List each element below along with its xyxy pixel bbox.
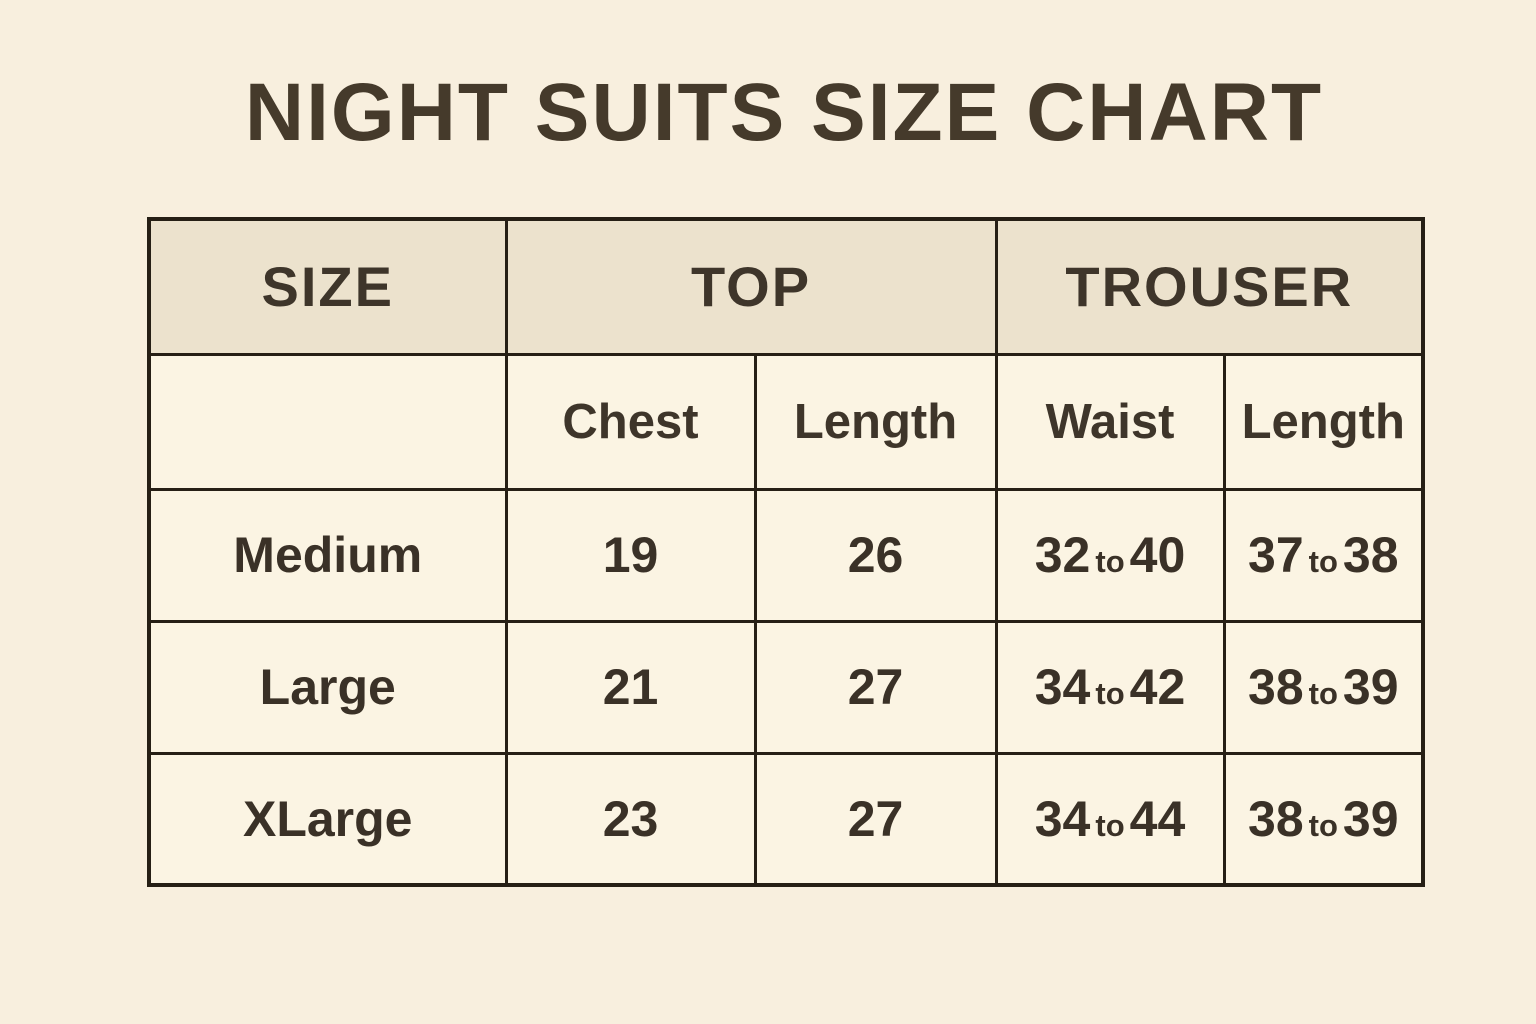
cell-size-label: Medium	[147, 487, 508, 623]
cell-trouser-length: 38 to 39	[1222, 751, 1425, 887]
table-row-xlarge: XLarge 23 27 34 to 44 38 to 39	[147, 751, 1425, 887]
range-separator: to	[1308, 676, 1338, 711]
range-to-value: 38	[1342, 527, 1399, 583]
range-separator: to	[1095, 676, 1125, 711]
cell-size-label: Large	[147, 619, 508, 755]
cell-top-chest: 21	[504, 619, 757, 755]
table-subheader-row: Chest Length Waist Length	[147, 352, 1425, 491]
cell-top-chest: 23	[504, 751, 757, 887]
subheader-cell-trouser-waist: Waist	[994, 352, 1226, 491]
range-to-value: 39	[1342, 790, 1399, 847]
range-separator: to	[1095, 807, 1125, 843]
header-cell-top: TOP	[504, 217, 998, 356]
cell-trouser-length: 38 to 39	[1222, 619, 1425, 755]
subheader-cell-empty	[147, 352, 508, 491]
cell-top-chest: 19	[504, 487, 757, 623]
range-to-value: 44	[1129, 790, 1186, 847]
range-separator: to	[1095, 544, 1125, 579]
header-cell-trouser: TROUSER	[994, 217, 1425, 356]
cell-trouser-length: 37 to 38	[1222, 487, 1425, 623]
cell-trouser-waist: 32 to 40	[994, 487, 1226, 623]
subheader-cell-top-length: Length	[753, 352, 998, 491]
header-cell-size: SIZE	[147, 217, 508, 356]
range-to-value: 40	[1129, 527, 1186, 583]
range-from-value: 37	[1248, 527, 1304, 583]
range-from-value: 32	[1034, 527, 1091, 583]
range-from-value: 38	[1248, 790, 1304, 847]
subheader-cell-trouser-length: Length	[1222, 352, 1425, 491]
range-from-value: 34	[1034, 659, 1091, 715]
cell-top-length: 26	[753, 487, 998, 623]
table-row-large: Large 21 27 34 to 42 38 to 39	[147, 619, 1425, 755]
size-chart-table: SIZE TOP TROUSER Chest Length Waist Leng…	[147, 217, 1426, 887]
page-title: NIGHT SUITS SIZE CHART	[244, 67, 1324, 158]
range-separator: to	[1308, 807, 1338, 843]
table-header-row: SIZE TOP TROUSER	[147, 217, 1425, 356]
range-from-value: 34	[1034, 790, 1091, 847]
table-row-medium: Medium 19 26 32 to 40 37 to 38	[147, 487, 1425, 623]
subheader-cell-top-chest: Chest	[504, 352, 757, 491]
cell-size-label: XLarge	[147, 751, 508, 887]
range-to-value: 39	[1342, 659, 1399, 715]
cell-top-length: 27	[753, 619, 998, 755]
cell-trouser-waist: 34 to 42	[994, 619, 1226, 755]
range-from-value: 38	[1248, 659, 1304, 715]
cell-trouser-waist: 34 to 44	[994, 751, 1226, 887]
cell-top-length: 27	[753, 751, 998, 887]
range-separator: to	[1308, 544, 1338, 579]
range-to-value: 42	[1129, 659, 1186, 715]
